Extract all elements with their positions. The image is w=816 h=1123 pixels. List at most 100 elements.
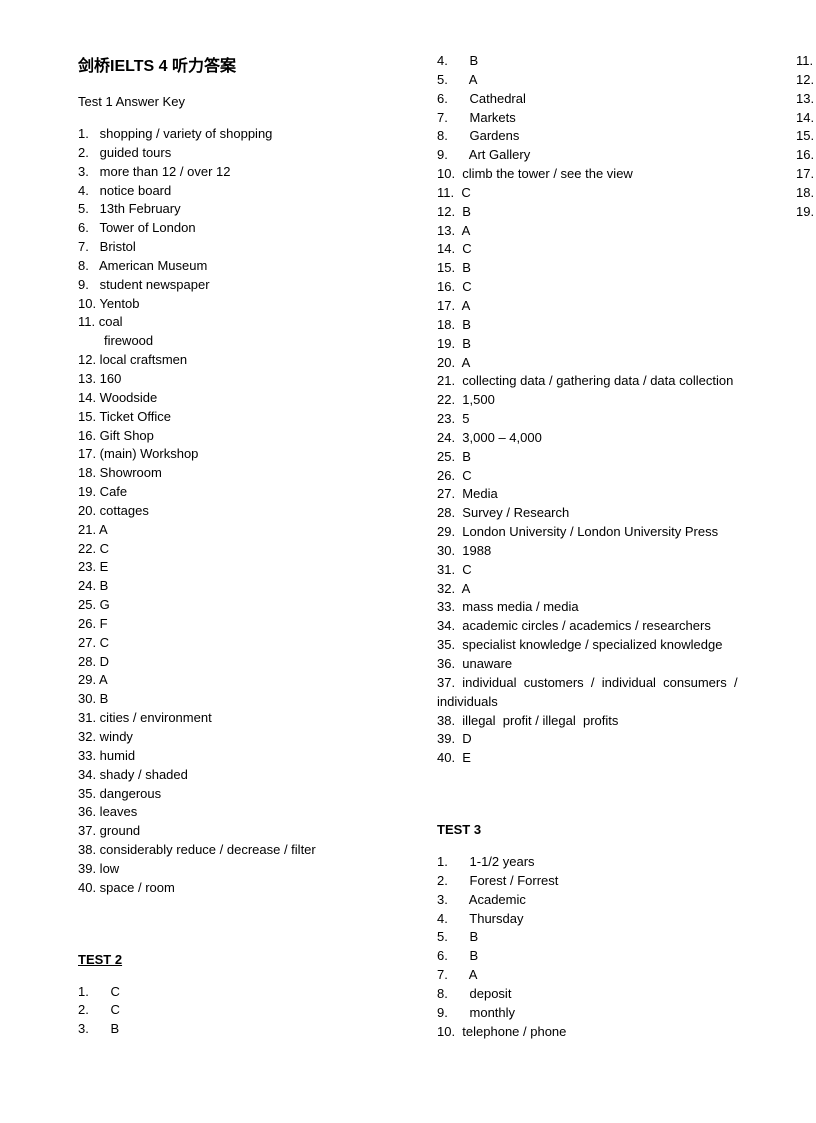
answer-row: 1. shopping / variety of shopping bbox=[78, 125, 397, 144]
answer-row: 10. climb the tower / see the view bbox=[437, 165, 756, 184]
answer-row: 21. collecting data / gathering data / d… bbox=[437, 372, 756, 391]
answer-row: 6. Tower of London bbox=[78, 219, 397, 238]
answer-row: 20. A bbox=[437, 354, 756, 373]
answer-row: 22. C bbox=[78, 540, 397, 559]
answer-row: 25. B bbox=[437, 448, 756, 467]
answer-row: 30. B bbox=[78, 690, 397, 709]
answer-row: 4. notice board bbox=[78, 182, 397, 201]
answer-row: 14. Woodside bbox=[78, 389, 397, 408]
answer-row: 16. adult / adults bbox=[796, 146, 816, 165]
answer-row: 10. Yentob bbox=[78, 295, 397, 314]
answer-row: 8. American Museum bbox=[78, 257, 397, 276]
answer-row: 38. considerably reduce / decrease / fil… bbox=[78, 841, 397, 860]
answer-row: 17. (at/the) Studio Theatre / Studio The… bbox=[796, 165, 816, 184]
answer-row: 19. (in) City Gardens / the City Gardens… bbox=[796, 203, 816, 222]
answer-row: 7. Markets bbox=[437, 109, 756, 128]
answer-row: 2. C bbox=[78, 1001, 397, 1020]
answer-row: 36. leaves bbox=[78, 803, 397, 822]
answer-row: 9. monthly bbox=[437, 1004, 756, 1023]
page-container: 剑桥IELTS 4 听力答案 Test 1 Answer Key 1. shopp… bbox=[0, 0, 816, 1052]
answer-row: 24. 3,000 – 4,000 bbox=[437, 429, 756, 448]
test-header: TEST 3 bbox=[437, 822, 756, 837]
answer-row: 40. E bbox=[437, 749, 756, 768]
answer-row: 36. unaware bbox=[437, 655, 756, 674]
answer-row: 27. Media bbox=[437, 485, 756, 504]
answer-row: 11. C bbox=[796, 52, 816, 71]
answer-row: 6. Cathedral bbox=[437, 90, 756, 109]
answer-row: 37. ground bbox=[78, 822, 397, 841]
answer-row: 15. lighting / lights / light bbox=[796, 127, 816, 146]
answer-row: 33. mass media / media bbox=[437, 598, 756, 617]
answer-row: 13. A bbox=[437, 222, 756, 241]
answer-row: 15. Ticket Office bbox=[78, 408, 397, 427]
answer-row: 29. A bbox=[78, 671, 397, 690]
answer-row-continuation: individuals bbox=[437, 693, 756, 712]
answer-row: 4. B bbox=[437, 52, 756, 71]
answer-row: 2. guided tours bbox=[78, 144, 397, 163]
answer-row: 17. (main) Workshop bbox=[78, 445, 397, 464]
answer-row: 2. Forest / Forrest bbox=[437, 872, 756, 891]
answer-row: 32. windy bbox=[78, 728, 397, 747]
answer-row: 33. humid bbox=[78, 747, 397, 766]
answer-row: 1. 1-1/2 years bbox=[437, 853, 756, 872]
answer-row: 32. A bbox=[437, 580, 756, 599]
answer-row: 3. Academic bbox=[437, 891, 756, 910]
answer-row: 26. F bbox=[78, 615, 397, 634]
answer-row: 25. G bbox=[78, 596, 397, 615]
test-header: TEST 2 bbox=[78, 952, 397, 967]
answer-row: 23. E bbox=[78, 558, 397, 577]
answer-row: 15. B bbox=[437, 259, 756, 278]
answer-row: 11. coal bbox=[78, 313, 397, 332]
answer-row: 5. A bbox=[437, 71, 756, 90]
answer-row: 21. A bbox=[78, 521, 397, 540]
answer-row: 19. Cafe bbox=[78, 483, 397, 502]
answer-row: 8. Gardens bbox=[437, 127, 756, 146]
answer-row: 10. telephone / phone bbox=[437, 1023, 756, 1042]
answer-row: 3. more than 12 / over 12 bbox=[78, 163, 397, 182]
answer-row: 13. C bbox=[796, 90, 816, 109]
answer-row: 29. London University / London Universit… bbox=[437, 523, 756, 542]
answer-row: 12. B bbox=[437, 203, 756, 222]
answer-row: 3. B bbox=[78, 1020, 397, 1039]
answer-row: 22. 1,500 bbox=[437, 391, 756, 410]
answer-row: 8. deposit bbox=[437, 985, 756, 1004]
answer-row: 40. space / room bbox=[78, 879, 397, 898]
answer-row: 28. D bbox=[78, 653, 397, 672]
section-spacer bbox=[437, 768, 756, 804]
answer-row: 16. C bbox=[437, 278, 756, 297]
answer-row: 35. dangerous bbox=[78, 785, 397, 804]
answer-row: 34. academic circles / academics / resea… bbox=[437, 617, 756, 636]
answer-row: 11. C bbox=[437, 184, 756, 203]
answer-row: 17. A bbox=[437, 297, 756, 316]
answer-row: 12. local craftsmen bbox=[78, 351, 397, 370]
answer-list: 1. shopping / variety of shopping2. guid… bbox=[78, 125, 397, 898]
answer-row: 9. student newspaper bbox=[78, 276, 397, 295]
answer-row: 31. C bbox=[437, 561, 756, 580]
answer-row: 9. Art Gallery bbox=[437, 146, 756, 165]
answer-row: 14. C bbox=[437, 240, 756, 259]
test-header: Test 1 Answer Key bbox=[78, 94, 397, 109]
tests-container: Test 1 Answer Key 1. shopping / variety o… bbox=[78, 52, 816, 1052]
answer-row: 23. 5 bbox=[437, 410, 756, 429]
page-title: 剑桥IELTS 4 听力答案 bbox=[78, 52, 397, 76]
answer-row: 28. Survey / Research bbox=[437, 504, 756, 523]
answer-row: 14. B bbox=[796, 109, 816, 128]
answer-row: 16. Gift Shop bbox=[78, 427, 397, 446]
section-spacer bbox=[78, 898, 397, 934]
answer-row: 27. C bbox=[78, 634, 397, 653]
answer-row: 39. low bbox=[78, 860, 397, 879]
answer-row: 39. D bbox=[437, 730, 756, 749]
answer-row: 12. A bbox=[796, 71, 816, 90]
answer-row: 34. shady / shaded bbox=[78, 766, 397, 785]
answer-row: 31. cities / environment bbox=[78, 709, 397, 728]
answer-row: 13. 160 bbox=[78, 370, 397, 389]
answer-row: 24. B bbox=[78, 577, 397, 596]
answer-row: 7. A bbox=[437, 966, 756, 985]
answer-row: 1. C bbox=[78, 983, 397, 1002]
answer-row: firewood bbox=[78, 332, 397, 351]
answer-row: 7. Bristol bbox=[78, 238, 397, 257]
answer-row: 26. C bbox=[437, 467, 756, 486]
answer-row: 18. B bbox=[437, 316, 756, 335]
answer-row: 18. the whole family / all the family / … bbox=[796, 184, 816, 203]
answer-row: 6. B bbox=[437, 947, 756, 966]
